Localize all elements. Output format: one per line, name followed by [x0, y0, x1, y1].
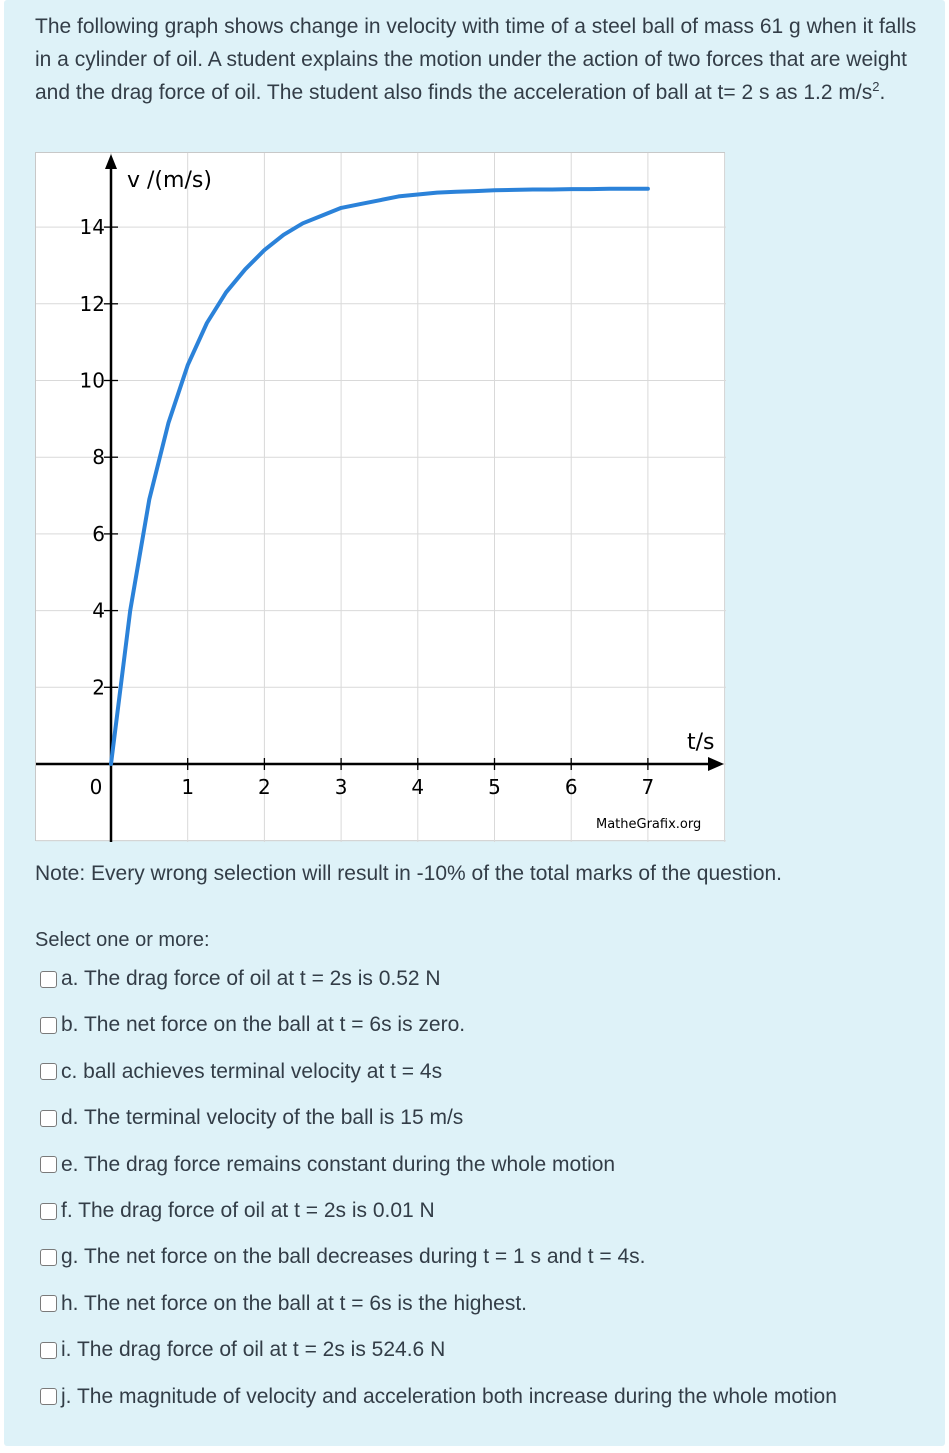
x-tick-label: 7: [642, 775, 655, 799]
x-tick-label: 3: [335, 775, 348, 799]
note-text: Note: Every wrong selection will result …: [35, 862, 783, 885]
y-tick-label: 12: [80, 292, 105, 316]
option-j[interactable]: j. The magnitude of velocity and acceler…: [40, 1380, 837, 1414]
option-e[interactable]: e. The drag force remains constant durin…: [40, 1148, 615, 1182]
checkbox[interactable]: [40, 1202, 57, 1220]
select-prompt: Select one or more:: [35, 929, 210, 951]
x-tick-label: 5: [488, 775, 501, 799]
x-tick-label: 2: [258, 775, 271, 799]
checkbox[interactable]: [40, 1156, 57, 1174]
option-label: b. The net force on the ball at t = 6s i…: [61, 1013, 466, 1037]
option-label: c. ball achieves terminal velocity at t …: [61, 1059, 443, 1083]
x-axis-label: t/s: [687, 730, 715, 755]
question-superscript: 2: [872, 79, 880, 94]
checkbox[interactable]: [40, 1248, 57, 1266]
x-tick-label: 4: [411, 775, 424, 799]
option-label: i. The drag force of oil at t = 2s is 52…: [61, 1338, 446, 1362]
x-tick-label: 0: [90, 775, 103, 799]
y-axis-label: v /(m/s): [127, 168, 212, 193]
x-tick-label: 6: [565, 775, 578, 799]
checkbox[interactable]: [40, 970, 57, 988]
credit-label: MatheGrafix.org: [596, 817, 701, 832]
option-label: h. The net force on the ball at t = 6s i…: [61, 1291, 527, 1315]
option-label: d. The terminal velocity of the ball is …: [61, 1106, 464, 1130]
y-tick-label: 14: [80, 215, 105, 239]
y-tick-label: 8: [92, 445, 105, 469]
option-g[interactable]: g. The net force on the ball decreases d…: [40, 1240, 645, 1274]
checkbox[interactable]: [40, 1341, 57, 1359]
x-tick-label: 1: [181, 775, 194, 799]
option-f[interactable]: f. The drag force of oil at t = 2s is 0.…: [40, 1194, 435, 1228]
option-i[interactable]: i. The drag force of oil at t = 2s is 52…: [40, 1333, 445, 1367]
y-tick-label: 4: [92, 599, 105, 623]
option-b[interactable]: b. The net force on the ball at t = 6s i…: [40, 1008, 465, 1042]
question-end: .: [879, 81, 886, 104]
option-h[interactable]: h. The net force on the ball at t = 6s i…: [40, 1287, 527, 1321]
x-axis-arrow: [708, 757, 724, 771]
checkbox[interactable]: [40, 1016, 57, 1034]
option-d[interactable]: d. The terminal velocity of the ball is …: [40, 1101, 463, 1135]
option-label: a. The drag force of oil at t = 2s is 0.…: [61, 967, 441, 990]
y-tick-label: 6: [92, 522, 105, 546]
option-label: e. The drag force remains constant durin…: [61, 1152, 616, 1176]
checkbox[interactable]: [40, 1109, 57, 1127]
velocity-time-graph: 0 1 2 3 4 5 6 7 2 4 6 8 10 12 14 v /(m/s) t/s MatheGrafix…: [35, 152, 726, 842]
option-label: j. The magnitude of velocity and acceler…: [61, 1384, 837, 1408]
checkbox[interactable]: [40, 1388, 57, 1406]
option-c[interactable]: c. ball achieves terminal velocity at t …: [40, 1055, 442, 1089]
option-label: g. The net force on the ball decreases d…: [61, 1245, 646, 1269]
y-tick-label: 2: [92, 675, 105, 699]
checkbox[interactable]: [40, 1063, 57, 1081]
checkbox[interactable]: [40, 1295, 57, 1313]
question-text: The following graph shows change in velo…: [35, 10, 930, 109]
option-a[interactable]: a. The drag force of oil at t = 2s is 0.…: [40, 962, 441, 996]
question-body: The following graph shows change in velo…: [35, 15, 917, 104]
option-label: f. The drag force of oil at t = 2s is 0.…: [61, 1199, 435, 1222]
y-tick-label: 10: [80, 369, 105, 393]
velocity-curve: [109, 186, 650, 766]
y-axis-arrow: [105, 154, 117, 169]
